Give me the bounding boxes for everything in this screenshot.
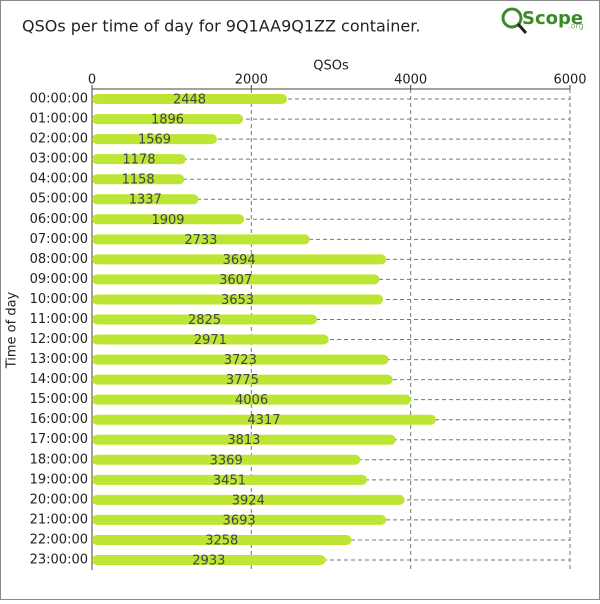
x-tick-label: 6000 — [553, 73, 586, 88]
bar — [92, 514, 387, 525]
y-tick-label: 07:00:00 — [30, 232, 88, 247]
value-label: 3775 — [226, 373, 259, 388]
value-label: 2733 — [184, 233, 217, 248]
bar — [92, 314, 318, 325]
y-tick-label: 22:00:00 — [30, 532, 88, 547]
value-label: 3653 — [221, 293, 254, 308]
value-label: 3693 — [223, 513, 256, 528]
logo-icon-handle — [516, 23, 528, 34]
x-tick-label: 2000 — [235, 73, 268, 88]
logo-text: Scope — [522, 8, 583, 29]
value-label: 1909 — [151, 213, 184, 228]
bar — [92, 114, 244, 125]
y-tick-label: 15:00:00 — [30, 392, 88, 407]
logo-icon — [501, 7, 523, 29]
value-label: 1178 — [122, 153, 155, 168]
x-axis-title: QSOs — [313, 59, 349, 74]
value-label: 1337 — [129, 193, 162, 208]
value-label: 1896 — [151, 113, 184, 128]
y-tick-label: 17:00:00 — [30, 432, 88, 447]
bar — [92, 334, 329, 345]
y-tick-label: 19:00:00 — [30, 472, 88, 487]
bar — [92, 554, 326, 565]
bar — [92, 274, 380, 285]
x-tick-label: 0 — [88, 73, 96, 88]
y-tick-label: 02:00:00 — [30, 132, 88, 147]
value-label: 3607 — [219, 273, 252, 288]
value-label: 2933 — [192, 553, 225, 568]
bar — [92, 394, 412, 405]
y-axis-title: Time of day — [5, 291, 20, 369]
bar — [92, 194, 199, 205]
y-tick-label: 14:00:00 — [30, 372, 88, 387]
y-tick-label: 04:00:00 — [30, 172, 88, 187]
bar — [92, 254, 387, 265]
y-tick-label: 11:00:00 — [30, 312, 88, 327]
y-tick-label: 09:00:00 — [30, 272, 88, 287]
bar — [92, 414, 436, 425]
value-label: 2825 — [188, 313, 221, 328]
y-tick-label: 23:00:00 — [30, 552, 88, 567]
y-tick-label: 03:00:00 — [30, 152, 88, 167]
value-label: 3694 — [223, 253, 256, 268]
bar — [92, 94, 288, 105]
value-label: 3723 — [224, 353, 257, 368]
bar — [92, 214, 245, 225]
y-tick-label: 06:00:00 — [30, 212, 88, 227]
y-tick-label: 20:00:00 — [30, 492, 88, 507]
y-tick-label: 12:00:00 — [30, 332, 88, 347]
value-label: 3924 — [232, 493, 265, 508]
bar — [92, 234, 310, 245]
value-label: 3813 — [227, 433, 260, 448]
value-label: 4317 — [247, 413, 280, 428]
value-label: 1569 — [138, 133, 171, 148]
bar — [92, 154, 186, 165]
y-tick-label: 08:00:00 — [30, 252, 88, 267]
bar — [92, 294, 384, 305]
y-tick-label: 00:00:00 — [30, 92, 88, 107]
x-tick-label: 4000 — [394, 73, 427, 88]
y-tick-label: 16:00:00 — [30, 412, 88, 427]
value-label: 4006 — [235, 393, 268, 408]
logo: Scope .org — [501, 7, 584, 34]
y-tick-label: 18:00:00 — [30, 452, 88, 467]
y-tick-label: 01:00:00 — [30, 112, 88, 127]
y-tick-label: 05:00:00 — [30, 192, 88, 207]
value-label: 3369 — [210, 453, 243, 468]
bar — [92, 534, 352, 545]
value-label: 2971 — [194, 333, 227, 348]
y-tick-label: 21:00:00 — [30, 512, 88, 527]
value-label: 3451 — [213, 473, 246, 488]
chart-title: QSOs per time of day for 9Q1AA9Q1ZZ cont… — [22, 17, 420, 36]
value-label: 2448 — [173, 93, 206, 108]
bar — [92, 454, 361, 465]
bar — [92, 474, 367, 485]
bar — [92, 494, 405, 505]
bar — [92, 434, 396, 445]
bar — [92, 374, 393, 385]
y-tick-label: 13:00:00 — [30, 352, 88, 367]
value-label: 1158 — [122, 173, 155, 188]
logo-suffix: .org — [568, 22, 584, 31]
y-tick-label: 10:00:00 — [30, 292, 88, 307]
bar — [92, 174, 185, 185]
bar — [92, 354, 389, 365]
bar — [92, 134, 217, 145]
value-label: 3258 — [205, 533, 238, 548]
